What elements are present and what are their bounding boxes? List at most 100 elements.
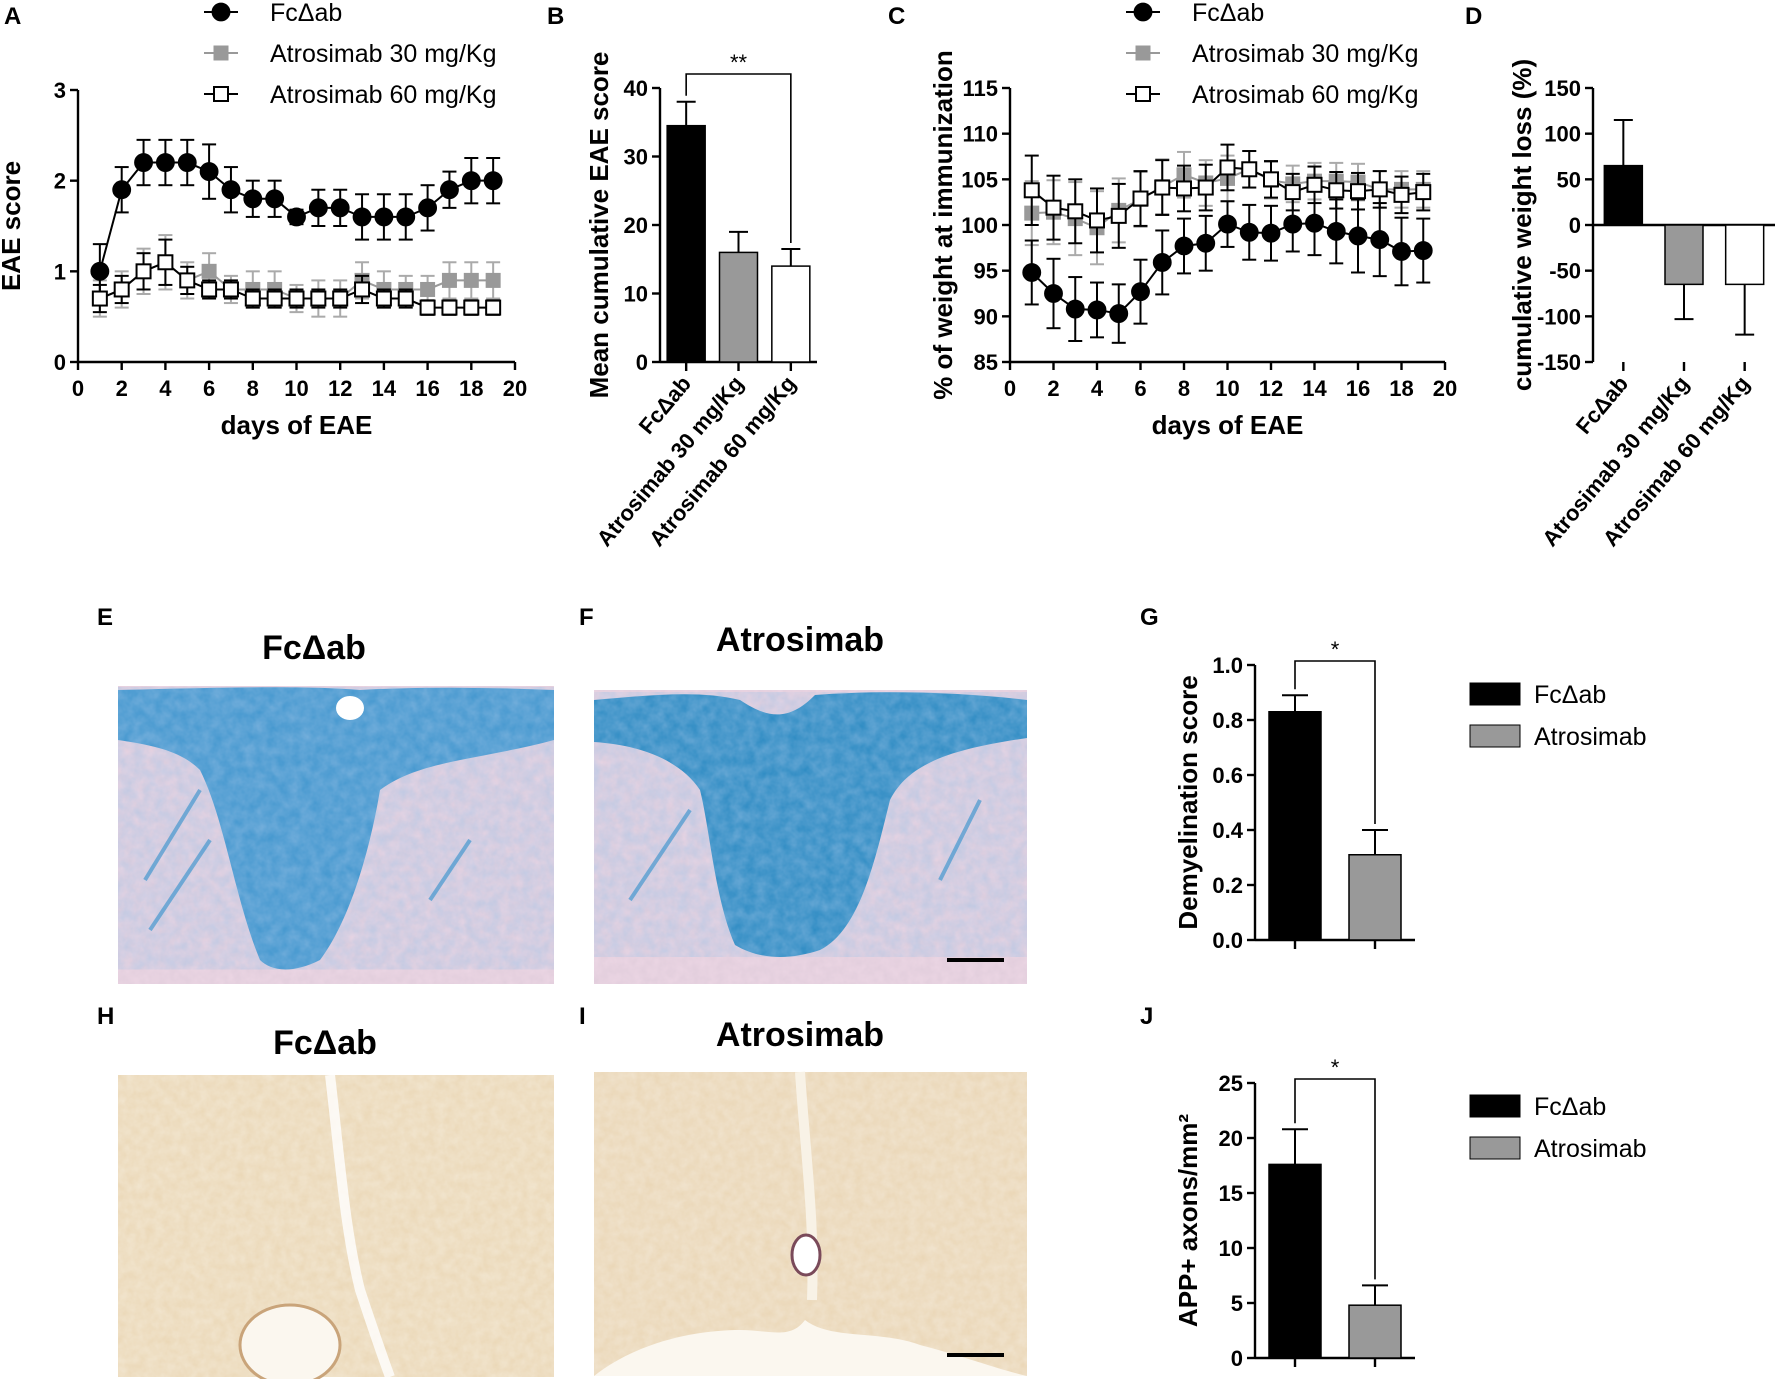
x-tick-label: 4 (1091, 376, 1104, 401)
x-tick-label: 0 (72, 376, 84, 401)
y-axis-title: Demyelination score (1173, 675, 1203, 929)
significance-label: * (1331, 637, 1340, 662)
data-point (396, 207, 416, 227)
legend-swatch (1469, 724, 1521, 748)
legend-marker (213, 86, 229, 102)
data-point (1152, 253, 1172, 272)
data-point (113, 281, 130, 298)
data-point (1218, 214, 1237, 234)
chart-d: -150 -100 -50 0 50 100 150 cumulative weight lo… (1507, 59, 1775, 551)
series-0 (1022, 190, 1433, 344)
data-point (308, 198, 328, 218)
data-point (221, 180, 241, 200)
data-point (1261, 223, 1281, 243)
legend-swatch (1469, 1136, 1521, 1160)
data-point (420, 281, 436, 297)
legend-label: FcΔab (1534, 681, 1606, 709)
y-tick-label: 40 (624, 76, 648, 101)
y-tick-label: 90 (974, 304, 998, 329)
data-point (418, 198, 438, 218)
data-point (1132, 190, 1149, 207)
data-point (463, 272, 479, 288)
data-point (1044, 284, 1063, 303)
significance-bracket (685, 73, 792, 243)
panel-label-e: E (97, 604, 113, 631)
data-point (1176, 180, 1192, 197)
data-point (1239, 222, 1259, 242)
data-point (1197, 179, 1214, 196)
data-point (243, 189, 263, 209)
y-axis-title: EAE score (0, 161, 26, 291)
data-point (266, 290, 283, 307)
data-point (157, 254, 174, 271)
data-point (1023, 182, 1040, 199)
y-tick-label: 0.4 (1212, 818, 1243, 843)
legend-marker (1135, 45, 1151, 61)
panel-label-g: G (1140, 604, 1159, 631)
significance-label: ** (730, 50, 748, 75)
y-tick-label: 3 (54, 78, 66, 103)
significance-bracket (1294, 660, 1376, 824)
x-tick-label: 14 (1302, 376, 1327, 401)
y-tick-label: 0.2 (1212, 873, 1243, 898)
data-point (201, 281, 218, 298)
data-point (1154, 179, 1171, 196)
y-tick-label: 20 (1219, 1126, 1243, 1151)
x-tick-label: 16 (415, 376, 439, 401)
chart-j: 0 5 10 15 20 25 APP+ axons/mm² * FcΔab Atrosimab (1173, 1055, 1647, 1371)
bar (1603, 164, 1644, 226)
legend-marker (211, 2, 231, 22)
series-2 (1023, 143, 1432, 254)
data-point (332, 290, 349, 307)
data-point (1284, 184, 1301, 201)
x-tick-label: FcΔab (1571, 371, 1633, 439)
panel-label-f: F (579, 604, 594, 631)
x-tick-label: 10 (1215, 376, 1239, 401)
x-tick-label: 20 (503, 376, 527, 401)
legend-marker (1133, 2, 1153, 22)
y-axis-title: % of weight at immunization (928, 50, 958, 400)
legend-label: Atrosimab 30 mg/Kg (1192, 40, 1419, 68)
x-tick-label: 16 (1346, 376, 1370, 401)
x-tick-label: 8 (1178, 376, 1190, 401)
y-tick-label: 10 (624, 282, 648, 307)
data-point (112, 180, 132, 200)
data-point (1350, 183, 1366, 200)
data-point (483, 171, 503, 191)
data-point (265, 189, 285, 209)
histology-image-h (118, 1074, 554, 1384)
legend-label: FcΔab (270, 0, 342, 27)
panel-label-i: I (579, 1003, 586, 1030)
bar (1348, 854, 1402, 941)
legend-label: Atrosimab 60 mg/Kg (270, 81, 497, 109)
bar (1724, 224, 1765, 286)
y-tick-label: 100 (1544, 122, 1581, 147)
legend-marker (1135, 86, 1151, 102)
y-tick-label: 0 (1569, 213, 1581, 238)
bar (718, 251, 759, 363)
data-point (1263, 171, 1279, 188)
data-point (1219, 159, 1236, 176)
significance-bracket (1294, 1078, 1376, 1280)
data-point (244, 290, 261, 307)
data-point (155, 153, 175, 172)
histology-title-e: FcΔab (262, 629, 366, 667)
y-tick-label: 15 (1219, 1181, 1243, 1206)
data-point (1413, 241, 1433, 261)
histology-image-f (594, 690, 1027, 984)
data-point (1022, 263, 1042, 282)
histology-title-i: Atrosimab (716, 1016, 884, 1054)
y-tick-label: 110 (963, 122, 999, 147)
y-tick-label: -100 (1537, 304, 1581, 329)
x-tick-label: 2 (116, 376, 128, 401)
x-tick-label: 12 (328, 376, 352, 401)
data-point (1196, 233, 1216, 253)
chart-g: 0.0 0.2 0.4 0.6 0.8 1.0 Demyelination score * Fc… (1173, 637, 1647, 953)
y-tick-label: 115 (963, 76, 999, 101)
data-point (135, 263, 152, 280)
